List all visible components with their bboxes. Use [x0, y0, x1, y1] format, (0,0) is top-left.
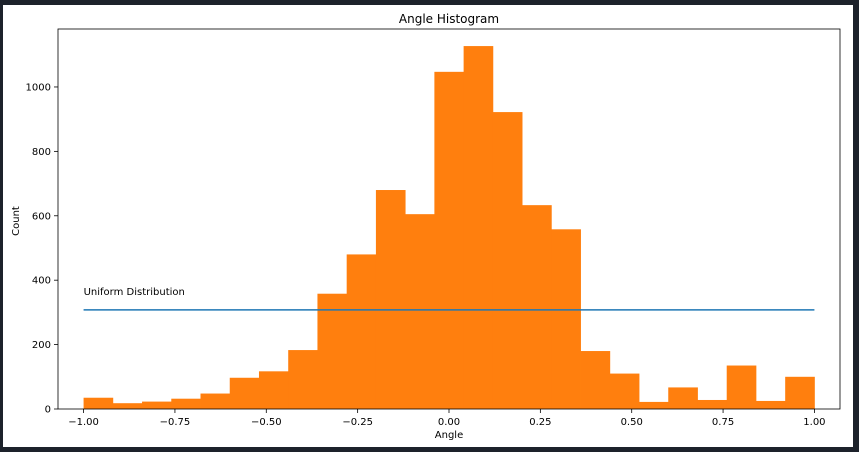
histogram-bar — [492, 112, 523, 409]
histogram-bar — [580, 351, 611, 409]
y-tick-label: 600 — [32, 211, 51, 222]
x-tick-label: −1.00 — [68, 417, 99, 428]
y-tick-label: 400 — [32, 276, 51, 287]
x-tick-label: 0.00 — [438, 417, 460, 428]
uniform-distribution-line-group: Uniform Distribution — [83, 287, 815, 311]
histogram-bar — [785, 376, 815, 409]
histogram-bar — [83, 397, 114, 409]
histogram-bar — [346, 254, 377, 409]
histogram-bar — [609, 373, 640, 409]
y-axis-label: Count — [11, 206, 22, 236]
x-tick-label: 0.75 — [712, 417, 734, 428]
histogram-bars — [83, 46, 815, 409]
histogram-bar — [288, 350, 318, 409]
histogram-bar — [405, 214, 435, 409]
x-tick-label: 0.25 — [529, 417, 551, 428]
histogram-bar — [668, 387, 698, 409]
histogram-bar — [258, 371, 289, 409]
histogram-bar — [112, 403, 143, 409]
histogram-bar — [142, 401, 172, 409]
histogram-bar — [375, 190, 406, 409]
y-tick-label: 800 — [32, 147, 51, 158]
histogram-bar — [551, 229, 581, 409]
y-tick-label: 0 — [45, 405, 51, 416]
x-tick-label: −0.75 — [160, 417, 191, 428]
x-tick-label: 1.00 — [803, 417, 825, 428]
histogram-bar — [726, 365, 757, 409]
histogram-bar — [639, 401, 669, 409]
x-tick-label: 0.50 — [621, 417, 643, 428]
histogram-bar — [522, 205, 552, 409]
histogram-bar — [200, 393, 231, 409]
histogram-bar — [229, 377, 260, 409]
chart-title: Angle Histogram — [399, 12, 499, 26]
histogram-bar — [463, 46, 494, 409]
x-axis: −1.00 −0.75 −0.50 −0.25 0.00 0.25 0.50 0.75 1.00 — [68, 409, 826, 428]
angle-histogram-chart: Angle Histogram Uniform Distribution −1.… — [11, 12, 841, 441]
histogram-bar — [434, 71, 465, 409]
histogram-bar — [697, 399, 728, 409]
histogram-bar — [755, 400, 786, 409]
y-tick-label: 200 — [32, 340, 51, 351]
histogram-bar — [171, 398, 201, 409]
y-axis: 0 200 400 600 800 1000 — [26, 82, 58, 416]
y-tick-label: 1000 — [26, 82, 51, 93]
x-tick-label: −0.50 — [251, 417, 282, 428]
figure: Angle Histogram Uniform Distribution −1.… — [3, 5, 853, 447]
histogram-bar — [317, 293, 348, 409]
x-tick-label: −0.25 — [342, 417, 373, 428]
uniform-distribution-label: Uniform Distribution — [84, 287, 185, 298]
x-axis-label: Angle — [435, 430, 463, 441]
